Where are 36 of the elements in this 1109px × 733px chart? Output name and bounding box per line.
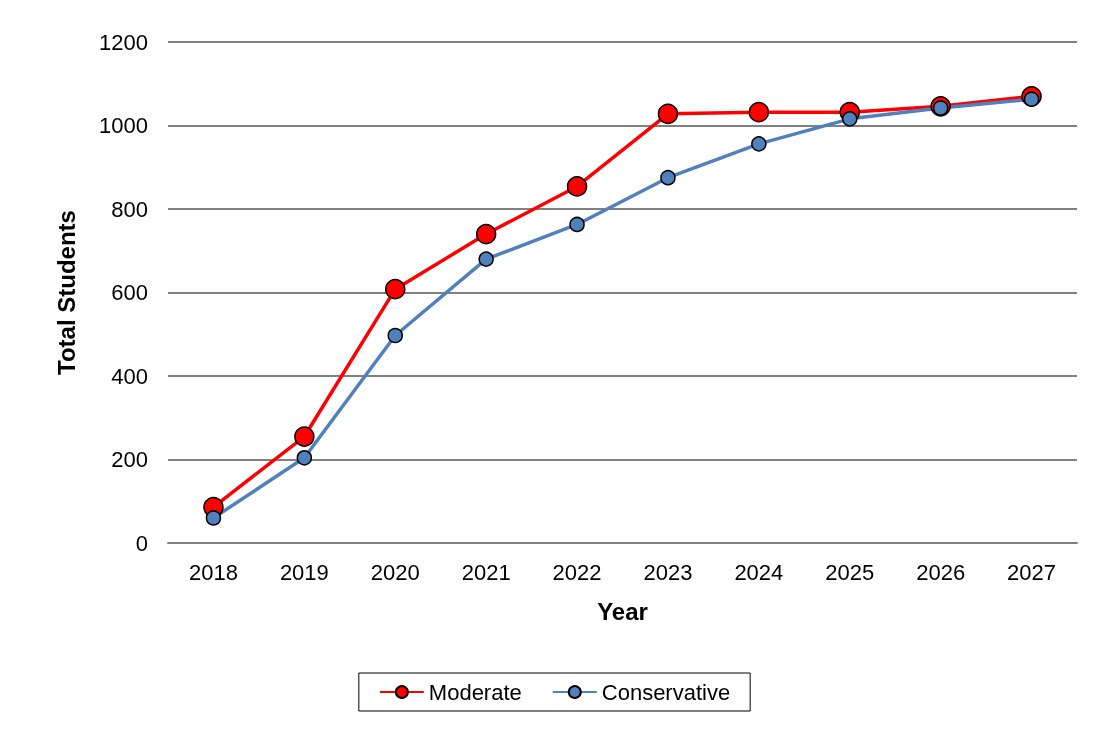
y-tick-label: 0 [135,530,148,556]
point [1023,91,1040,107]
x-tick-label: 2019 [279,559,329,585]
x-tick-label: 2018 [188,559,238,585]
point [660,169,676,186]
y-tick-label: 1000 [99,113,148,138]
y-tick-label: 200 [111,447,148,472]
y-tick-label: 1200 [99,29,148,55]
x-axis-title: Year [597,597,648,625]
point [475,223,497,245]
x-tick-label: 2021 [461,559,511,585]
point [566,176,588,197]
point [385,278,406,300]
point [205,510,222,526]
point [387,327,403,344]
y-tick-label: 800 [111,196,148,222]
x-tick-label: 2023 [643,559,693,585]
point [478,251,494,267]
point [657,103,679,125]
point [842,111,858,127]
y-axis-title: Total Students [52,210,80,375]
point [751,136,767,152]
x-tick-label: 2020 [370,559,420,585]
legend-label: Conservative [601,679,731,705]
y-tick-label: 600 [111,280,148,305]
legend-label: Moderate [428,679,522,705]
y-tick-label: 400 [111,363,148,389]
x-tick-label: 2022 [552,559,602,585]
x-tick-label: 2026 [916,559,966,585]
point [748,101,770,123]
point [294,426,315,447]
point [569,216,585,233]
x-tick-label: 2027 [1007,559,1057,585]
x-tick-label: 2025 [825,559,875,585]
x-tick-label: 2024 [734,559,784,585]
point [296,450,313,466]
